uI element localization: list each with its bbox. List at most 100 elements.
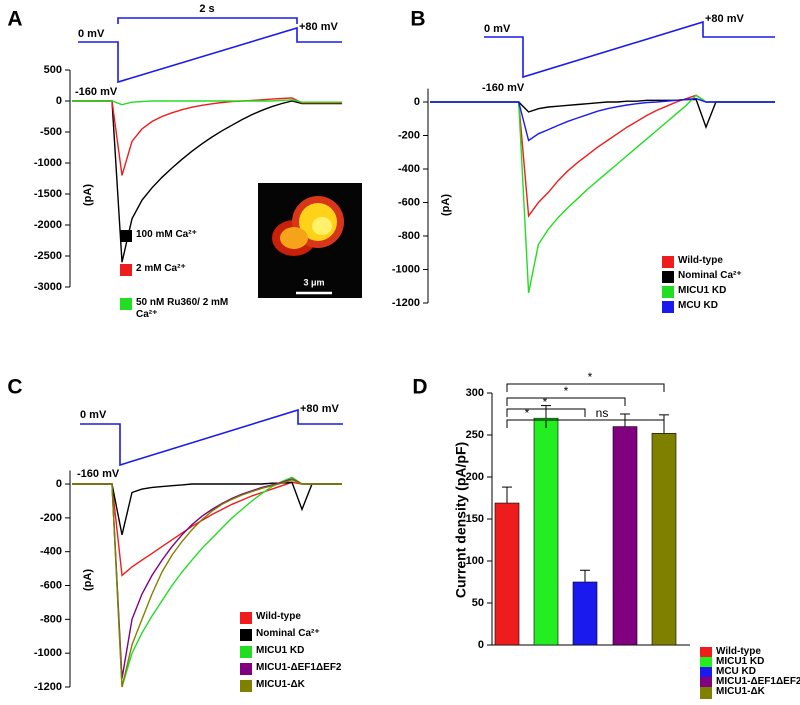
legend-label: MICU1 KD: [256, 645, 305, 656]
y-tick-label: -500: [40, 126, 62, 138]
legend-swatch: [662, 256, 674, 268]
y-axis-label: (pA): [440, 194, 452, 216]
legend-swatch: [240, 680, 252, 692]
legend-label: MCU KD: [678, 300, 718, 311]
y-tick-label: 150: [466, 513, 484, 525]
legend-entry: 100 mM Ca²⁺: [136, 229, 197, 240]
legend-entry: Wild-type: [256, 611, 301, 622]
legend-entry: MICU1-ΔEF1ΔEF2: [256, 662, 342, 673]
trace: [430, 98, 775, 130]
trace: [72, 100, 342, 263]
legend-swatch: [120, 230, 132, 242]
legend-swatch: [240, 646, 252, 658]
protocol-label: 2 s: [199, 3, 214, 15]
legend-swatch: [700, 677, 712, 689]
y-tick-label: -2000: [34, 219, 62, 231]
legend-swatch: [662, 286, 674, 298]
protocol-label: +80 mV: [300, 403, 339, 415]
y-tick-label: 500: [44, 64, 62, 76]
protocol-label: -160 mV: [77, 468, 120, 480]
bar: [533, 417, 559, 646]
duration-bracket: [117, 17, 298, 24]
y-tick-label: -1000: [34, 157, 62, 169]
protocol-label: 0 mV: [80, 409, 107, 421]
legend-label: MICU1 KD: [678, 285, 727, 296]
y-tick-label: -1500: [34, 188, 62, 200]
y-tick-label: 0: [414, 96, 420, 108]
trace: [72, 99, 342, 106]
legend-entry: MICU1 KD: [716, 656, 765, 667]
legend-swatch: [240, 663, 252, 675]
y-tick-label: 50: [472, 597, 484, 609]
legend-entry: MICU1-ΔEF1ΔEF2: [716, 676, 800, 687]
legend-entry: 2 mM Ca²⁺: [136, 263, 186, 274]
y-axis-label: (pA): [82, 184, 94, 206]
legend-entry: MCU KD: [678, 300, 718, 311]
trace: [72, 481, 342, 535]
legend-swatch: [700, 687, 712, 699]
legend-entry: MICU1-ΔK: [716, 686, 765, 697]
legend-swatch: [700, 657, 712, 669]
legend-entry: Wild-type: [716, 646, 761, 657]
y-tick-label: 0: [478, 639, 484, 651]
legend-label: Wild-type: [678, 255, 723, 266]
legend-label: 2 mM Ca²⁺: [136, 263, 186, 274]
y-tick-label: -400: [40, 546, 62, 558]
trace: [430, 97, 775, 142]
legend-entry: MICU1-ΔK: [256, 679, 305, 690]
protocol: [484, 20, 775, 79]
y-axis-label: Current density (pA/pF): [453, 442, 469, 598]
y-tick-label: 100: [466, 555, 484, 567]
significance-bracket: [506, 397, 626, 406]
protocol-label: -160 mV: [75, 86, 118, 98]
legend-swatch: [120, 264, 132, 276]
y-tick-label: 200: [466, 471, 484, 483]
y-tick-label: -1200: [392, 297, 420, 309]
bar: [651, 433, 677, 646]
significance-bracket: [506, 383, 665, 392]
legend-swatch: [700, 647, 712, 659]
y-tick-label: -2500: [34, 250, 62, 262]
bar: [494, 502, 520, 646]
y-tick-label: 0: [56, 478, 62, 490]
legend-entry: Nominal Ca²⁺: [256, 628, 320, 639]
legend-entry: MICU1 KD: [678, 285, 727, 296]
y-tick-label: 300: [466, 387, 484, 399]
legend-label: MICU1-ΔK: [256, 679, 305, 690]
legend-label: MICU1-ΔEF1ΔEF2: [716, 676, 800, 687]
significance-bracket: [506, 408, 586, 417]
legend-label: Nominal Ca²⁺: [256, 628, 320, 639]
inset-image: [258, 183, 362, 298]
legend-entry: 50 nM Ru360/ 2 mM Ca²⁺: [136, 297, 228, 320]
significance-label: *: [525, 406, 530, 420]
legend-label: 100 mM Ca²⁺: [136, 229, 197, 240]
y-tick-label: -400: [398, 163, 420, 175]
protocol-label: +80 mV: [299, 21, 338, 33]
legend-swatch: [240, 629, 252, 641]
y-tick-label: -200: [398, 129, 420, 141]
protocol-label: 0 mV: [484, 23, 511, 35]
y-tick-label: -200: [40, 512, 62, 524]
protocol-label: -160 mV: [482, 82, 525, 94]
significance-label: ns: [596, 406, 609, 420]
protocol: [80, 408, 343, 467]
panel-label: D: [412, 376, 427, 399]
significance-label: *: [543, 395, 548, 409]
scale-bar-label: 3 μm: [303, 277, 324, 287]
bar: [612, 426, 638, 646]
legend-label: MICU1-ΔK: [716, 686, 765, 697]
trace: [72, 481, 342, 577]
significance-label: *: [588, 370, 593, 384]
legend-entry: MCU KD: [716, 666, 756, 677]
legend-swatch: [120, 298, 132, 310]
protocol-label: 0 mV: [78, 28, 105, 40]
panel-label: B: [410, 8, 425, 31]
trace: [72, 97, 342, 176]
legend-label: MICU1-ΔEF1ΔEF2: [256, 662, 342, 673]
legend-label: MICU1 KD: [716, 656, 765, 667]
protocol: [78, 26, 342, 84]
legend-swatch: [700, 667, 712, 679]
trace: [72, 479, 342, 688]
y-tick-label: -600: [40, 579, 62, 591]
